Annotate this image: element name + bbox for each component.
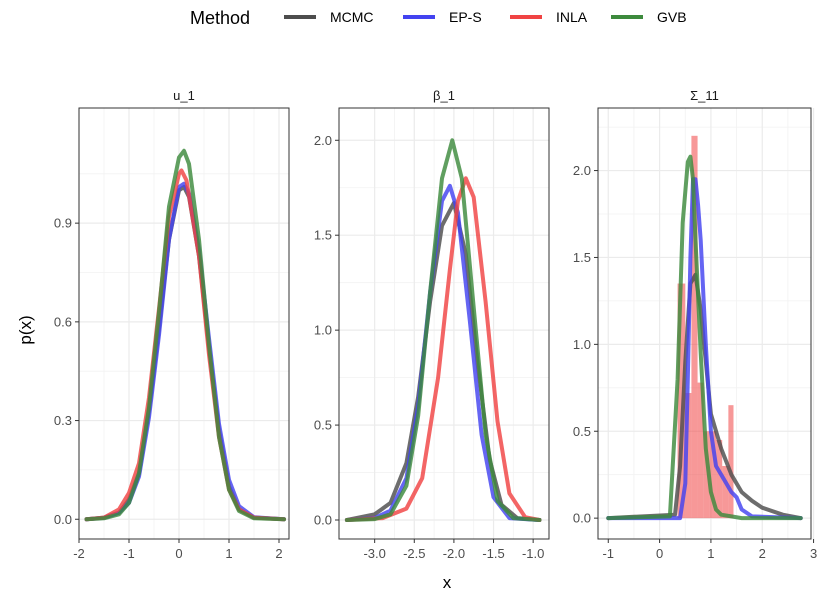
x-tick-label: -1 — [123, 546, 135, 561]
legend-item-ep-s: EP-S — [403, 9, 482, 25]
histogram-bar — [703, 431, 710, 519]
series-line-gvb — [84, 148, 286, 522]
y-tick-label: 0.3 — [54, 413, 72, 428]
histogram-bar — [728, 405, 734, 519]
y-tick-label: 0.0 — [573, 511, 591, 526]
y-tick-label: 1.5 — [314, 228, 332, 243]
x-tick-label: 2 — [275, 546, 282, 561]
x-tick-label: 0 — [175, 546, 182, 561]
series-line-gvb — [606, 154, 803, 521]
histogram-bar — [709, 431, 717, 519]
series-line-mcmc — [344, 200, 542, 522]
series-line-gvb — [344, 138, 542, 522]
panel-3: Σ_11 -1 0 1 2 3 0.0 0.5 1.0 1.5 2.0 — [573, 88, 817, 561]
histogram-bar — [716, 439, 723, 519]
y-tick-label: 0.0 — [54, 512, 72, 527]
panel-border — [338, 107, 550, 540]
x-tick-label: 0 — [656, 546, 663, 561]
x-tick-label: -1.0 — [522, 546, 544, 561]
y-tick-label: 0.9 — [54, 216, 72, 231]
y-tick-label: 0.5 — [573, 424, 591, 439]
panel-border — [597, 107, 812, 540]
y-tick-label: 2.0 — [573, 163, 591, 178]
x-tick-label: 1 — [225, 546, 232, 561]
x-tick-label: -1.5 — [482, 546, 504, 561]
x-tick-label: -2.5 — [403, 546, 425, 561]
histogram-bar — [691, 135, 698, 519]
y-tick-label: 2.0 — [314, 133, 332, 148]
legend: Method MCMC EP-S INLA GVB — [190, 8, 687, 28]
panel-2: β_1 -3.0 -2.5 -2.0 -1.5 -1.0 0.0 0.5 1.0 1.5 2.0 — [314, 88, 550, 561]
legend-item-mcmc: MCMC — [284, 9, 374, 25]
legend-label-mcmc: MCMC — [330, 9, 374, 25]
legend-label-inla: INLA — [556, 9, 588, 25]
legend-label-gvb: GVB — [657, 9, 687, 25]
histogram-bar — [697, 382, 704, 519]
x-tick-label: -2.0 — [443, 546, 465, 561]
series-line-ep-s — [606, 177, 803, 521]
x-axis-title: x — [443, 573, 452, 592]
panel-border — [78, 107, 290, 540]
x-tick-label: 2 — [759, 546, 766, 561]
series-line-ep-s — [344, 183, 542, 522]
x-tick-label: -1 — [602, 546, 614, 561]
y-tick-label: 0.6 — [54, 314, 72, 329]
y-tick-label: 1.5 — [573, 250, 591, 265]
facet-panels: u_1 -2 -1 0 1 2 0.0 0.3 0.6 0.9 β_1 -3.0 -2.5 -2.0 -1.… — [54, 88, 817, 561]
x-tick-label: 3 — [810, 546, 817, 561]
x-tick-label: -3.0 — [363, 546, 385, 561]
panel-title: Σ_11 — [690, 88, 719, 103]
panel-title: u_1 — [173, 88, 195, 103]
panel-title: β_1 — [433, 88, 455, 103]
legend-item-inla: INLA — [510, 9, 588, 25]
y-tick-label: 0.5 — [314, 418, 332, 433]
panel-1: u_1 -2 -1 0 1 2 0.0 0.3 0.6 0.9 — [54, 88, 290, 561]
y-tick-label: 1.0 — [573, 337, 591, 352]
legend-item-gvb: GVB — [611, 9, 687, 25]
histogram-bar — [722, 466, 729, 519]
y-tick-label: 1.0 — [314, 323, 332, 338]
x-tick-label: 1 — [707, 546, 714, 561]
x-tick-label: -2 — [73, 546, 85, 561]
histogram-bar — [685, 393, 692, 519]
y-axis-title: p(x) — [16, 315, 35, 344]
y-tick-label: 0.0 — [314, 513, 332, 528]
legend-title: Method — [190, 8, 250, 28]
legend-label-ep-s: EP-S — [449, 9, 482, 25]
